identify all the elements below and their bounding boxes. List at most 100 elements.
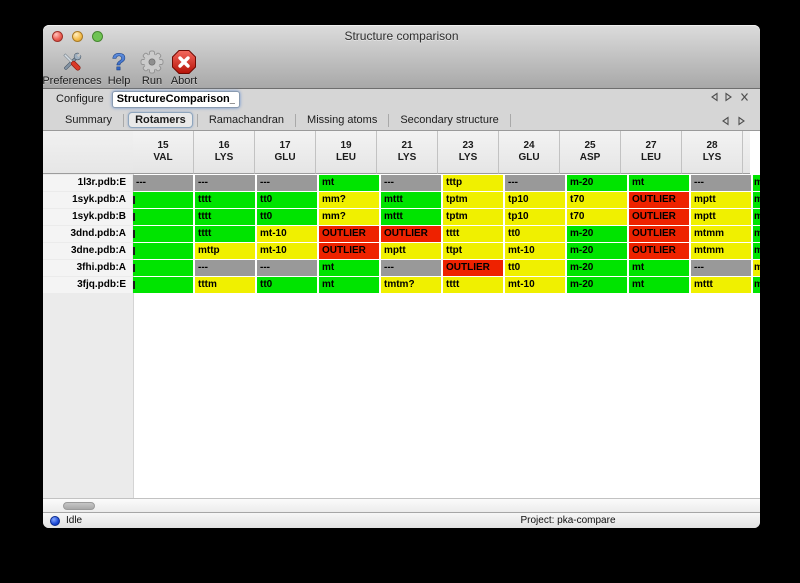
rotamer-cell[interactable]: m-20	[567, 175, 627, 191]
rotamer-cell[interactable]: mt	[319, 175, 379, 191]
next-view-icon[interactable]	[725, 92, 733, 102]
rotamer-cell[interactable]: tmtm?	[381, 277, 441, 293]
rotamer-cell[interactable]: m-20	[567, 277, 627, 293]
rotamer-cell[interactable]: mt-10	[505, 243, 565, 259]
rotamer-cell[interactable]: mt-10	[257, 243, 317, 259]
rotamer-cell[interactable]: tttt	[443, 226, 503, 242]
rotamer-cell[interactable]: mptt	[691, 209, 751, 225]
row-label[interactable]: 1syk.pdb:A	[43, 192, 132, 208]
rotamer-cell[interactable]: OUTLIER	[629, 226, 689, 242]
minimize-window-button[interactable]	[72, 31, 83, 42]
rotamer-cell[interactable]: tttt	[195, 226, 255, 242]
row-label[interactable]: 1l3r.pdb:E	[43, 175, 132, 191]
rotamer-cell[interactable]: OUTLIER	[319, 226, 379, 242]
rotamer-cell[interactable]: tt0	[505, 226, 565, 242]
rotamer-cell[interactable]: m-20	[567, 226, 627, 242]
rotamer-cell[interactable]: mptt	[691, 192, 751, 208]
rotamer-cell[interactable]: tt0	[257, 192, 317, 208]
rotamer-cell[interactable]: ---	[257, 260, 317, 276]
rotamer-cell[interactable]: OUTLIER	[319, 243, 379, 259]
rotamer-cell[interactable]: t70	[567, 209, 627, 225]
tab-summary[interactable]: Summary	[65, 114, 113, 126]
rotamer-cell[interactable]: ---	[381, 260, 441, 276]
rotamer-cell[interactable]: mttt	[691, 277, 751, 293]
help-button[interactable]: ? Help	[103, 49, 135, 87]
rotamer-cell[interactable]: ---	[195, 175, 255, 191]
rotamer-cell[interactable]: ttpt	[443, 243, 503, 259]
rotamer-cell[interactable]: mm?	[319, 209, 379, 225]
rotamer-cell[interactable]: mttt	[381, 209, 441, 225]
rotamer-cell[interactable]: ---	[505, 175, 565, 191]
rotamer-cell[interactable]: mt	[629, 175, 689, 191]
rotamer-cell[interactable]: tt0	[257, 277, 317, 293]
rotamer-cell[interactable]: ---	[691, 260, 751, 276]
rotamer-cell-partial[interactable]: m	[753, 260, 760, 276]
zoom-window-button[interactable]	[92, 31, 103, 42]
tab-ramachandran[interactable]: Ramachandran	[208, 114, 285, 126]
rotamer-cell[interactable]: tp10	[505, 209, 565, 225]
rotamer-cell[interactable]: tt0	[505, 260, 565, 276]
next-tab-icon[interactable]	[738, 116, 746, 126]
rotamer-cell[interactable]: tttt	[195, 209, 255, 225]
rotamer-cell[interactable]: mttp	[195, 243, 255, 259]
rotamer-cell[interactable]: mt-10	[257, 226, 317, 242]
abort-button[interactable]: Abort	[164, 49, 204, 87]
row-label[interactable]: 3dne.pdb:A	[43, 243, 132, 259]
rotamer-cell[interactable]: tptm	[443, 209, 503, 225]
rotamer-cell[interactable]: mtmm	[691, 243, 751, 259]
rotamer-cell[interactable]: tttt	[195, 192, 255, 208]
rotamer-cell[interactable]	[133, 243, 193, 259]
rotamer-cell[interactable]: mm?	[319, 192, 379, 208]
run-button[interactable]: Run	[135, 49, 169, 87]
rotamer-cell[interactable]: mt	[629, 260, 689, 276]
close-window-button[interactable]	[52, 31, 63, 42]
tab-rotamers[interactable]: Rotamers	[128, 112, 193, 128]
rotamer-cell[interactable]: OUTLIER	[629, 209, 689, 225]
rotamer-cell[interactable]: mt	[319, 260, 379, 276]
rotamer-cell[interactable]	[133, 209, 193, 225]
row-label[interactable]: 3fhi.pdb:A	[43, 260, 132, 276]
tab-missing-atoms[interactable]: Missing atoms	[307, 114, 378, 126]
rotamer-cell[interactable]: tt0	[257, 209, 317, 225]
horizontal-scrollbar[interactable]	[43, 498, 760, 512]
rotamer-cell[interactable]: tp10	[505, 192, 565, 208]
rotamer-cell[interactable]: ---	[691, 175, 751, 191]
rotamer-cell[interactable]: ---	[195, 260, 255, 276]
row-label[interactable]: 3fjq.pdb:E	[43, 277, 132, 293]
rotamer-cell[interactable]	[133, 226, 193, 242]
rotamer-cell[interactable]: OUTLIER	[629, 243, 689, 259]
rotamer-cell-partial[interactable]: m	[753, 175, 760, 191]
rotamer-cell[interactable]: ---	[381, 175, 441, 191]
row-label[interactable]: 1syk.pdb:B	[43, 209, 132, 225]
rotamer-cell-partial[interactable]: m	[753, 277, 760, 293]
rotamer-cell-partial[interactable]: m	[753, 192, 760, 208]
rotamer-cell[interactable]: mt	[629, 277, 689, 293]
rotamer-cell[interactable]: m-20	[567, 243, 627, 259]
row-label[interactable]: 3dnd.pdb:A	[43, 226, 132, 242]
rotamer-cell[interactable]: mptt	[381, 243, 441, 259]
preferences-button[interactable]: Preferences	[41, 49, 103, 87]
rotamer-cell[interactable]: mt	[319, 277, 379, 293]
rotamer-cell[interactable]: tptm	[443, 192, 503, 208]
rotamer-cell[interactable]: mt-10	[505, 277, 565, 293]
rotamer-cell[interactable]	[133, 192, 193, 208]
rotamer-cell[interactable]: ---	[133, 175, 193, 191]
rotamer-cell[interactable]: OUTLIER	[629, 192, 689, 208]
rotamer-cell[interactable]: mttt	[381, 192, 441, 208]
rotamer-cell[interactable]: tttm	[195, 277, 255, 293]
rotamer-cell[interactable]: tttt	[443, 277, 503, 293]
rotamer-cell[interactable]: OUTLIER	[381, 226, 441, 242]
rotamer-cell[interactable]: ---	[257, 175, 317, 191]
tab-secondary-structure[interactable]: Secondary structure	[400, 114, 499, 126]
rotamer-cell[interactable]: mtmm	[691, 226, 751, 242]
scrollbar-thumb[interactable]	[63, 502, 95, 510]
configure-name-input[interactable]	[111, 90, 240, 108]
titlebar[interactable]: Structure comparison	[43, 25, 760, 47]
rotamer-cell-partial[interactable]: m	[753, 209, 760, 225]
rotamer-cell[interactable]: tttp	[443, 175, 503, 191]
rotamer-cell-partial[interactable]: m	[753, 226, 760, 242]
rotamer-cell[interactable]	[133, 260, 193, 276]
prev-tab-icon[interactable]	[721, 116, 729, 126]
close-view-icon[interactable]	[740, 92, 749, 102]
rotamer-cell[interactable]	[133, 277, 193, 293]
